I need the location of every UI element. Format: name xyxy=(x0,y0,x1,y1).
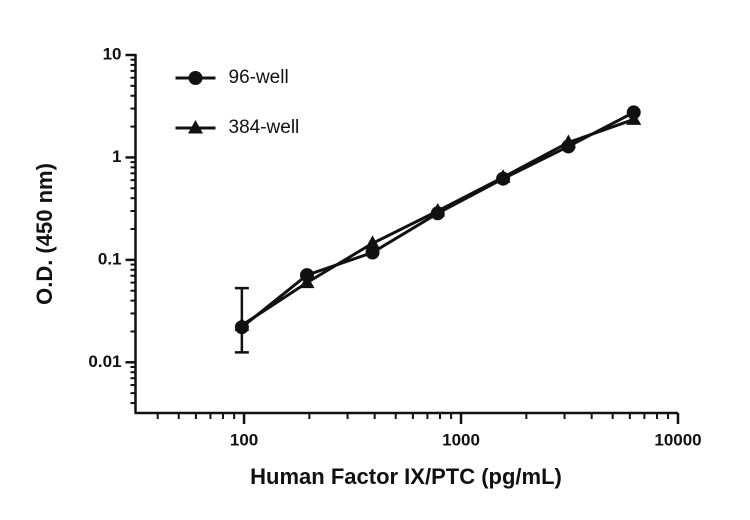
point xyxy=(495,169,511,183)
legend-label: 96-well xyxy=(229,67,289,88)
x-tick-label: 100 xyxy=(230,430,258,449)
legend-marker xyxy=(188,71,203,85)
y-tick-label: 1 xyxy=(112,147,121,166)
series-line xyxy=(241,118,635,327)
x-axis-title: Human Factor IX/PTC (pg/mL) xyxy=(250,464,562,489)
legend-label: 384-well xyxy=(229,117,300,138)
y-tick-label: 0.1 xyxy=(98,249,122,268)
point xyxy=(365,245,380,260)
point xyxy=(560,134,576,148)
point xyxy=(626,111,642,125)
x-tick-label: 10000 xyxy=(654,430,701,449)
y-axis-title: O.D. (450 nm) xyxy=(32,163,57,305)
point xyxy=(299,274,315,289)
legend: 96-well 384-well xyxy=(175,67,300,138)
point xyxy=(430,202,446,217)
point xyxy=(365,235,381,249)
point xyxy=(234,317,250,331)
legend-marker xyxy=(188,120,203,134)
x-tick-label: 1000 xyxy=(442,430,480,449)
y-tick-label: 0.01 xyxy=(88,352,121,371)
y-tick-label: 10 xyxy=(103,44,122,63)
